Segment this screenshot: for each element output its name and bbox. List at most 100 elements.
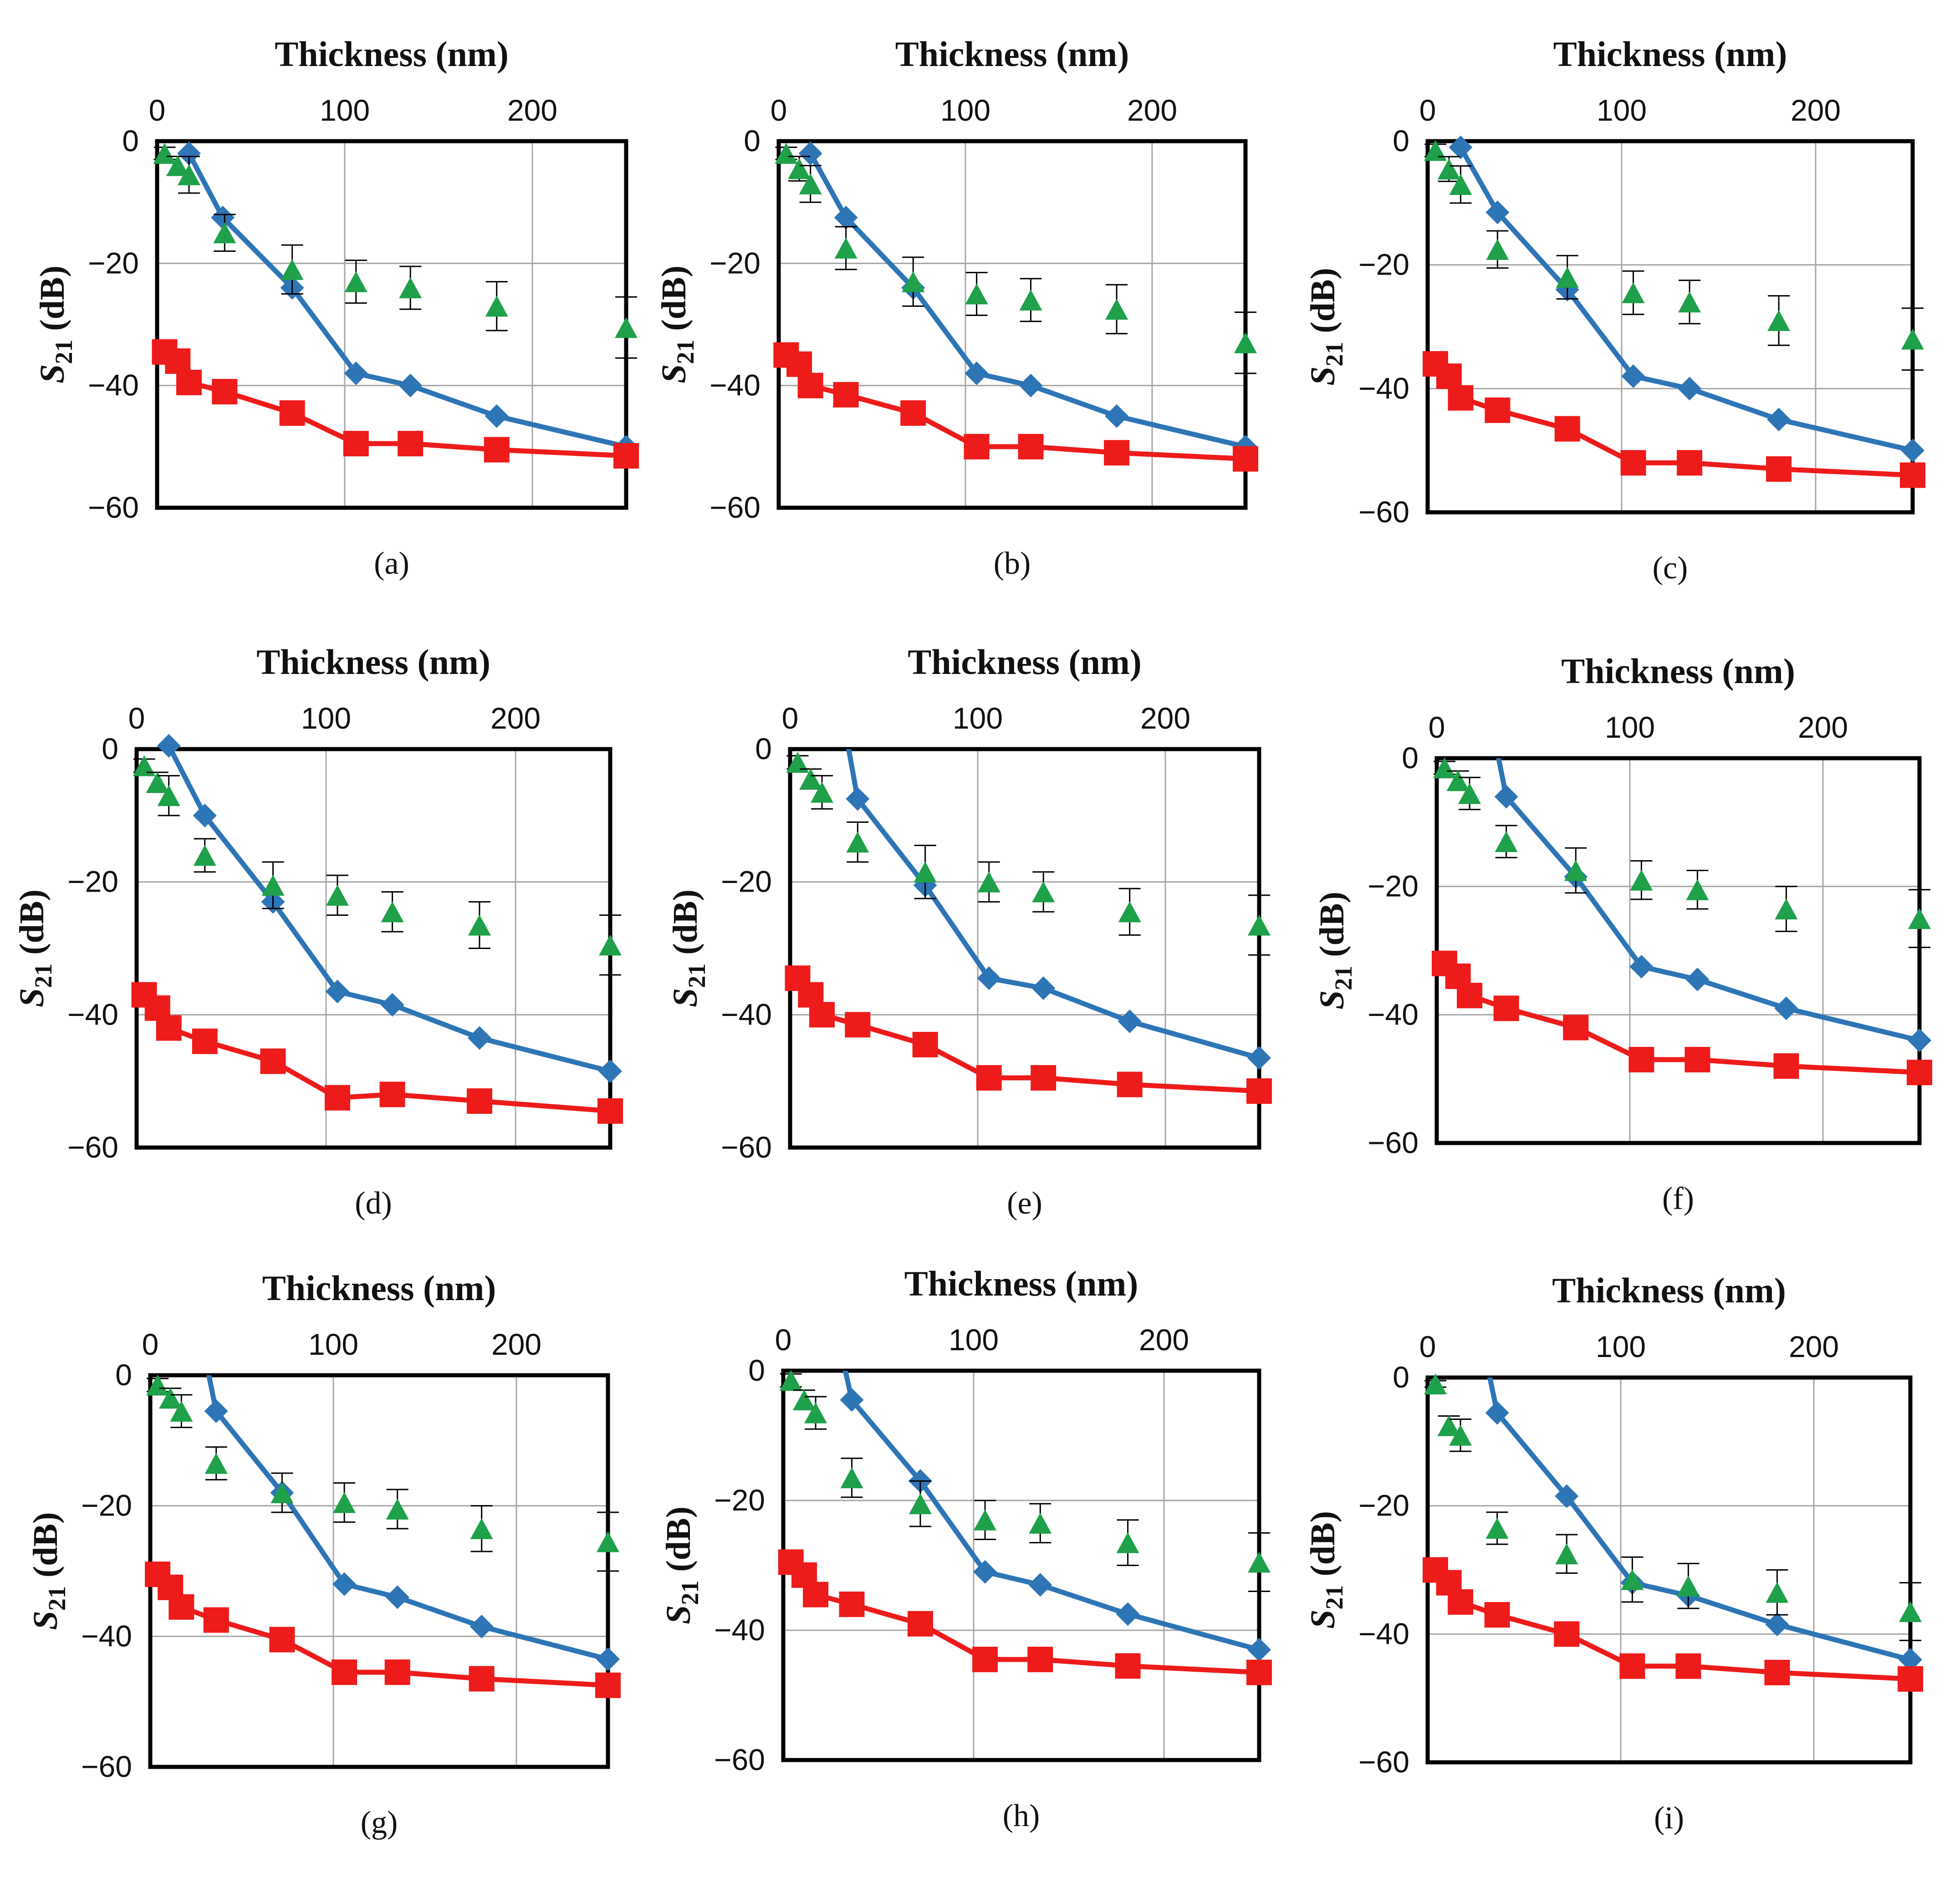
triangle-marker [1677, 1575, 1700, 1597]
diamond-marker [344, 361, 368, 385]
diamond-marker [193, 803, 217, 827]
plot-frame [1434, 756, 1922, 1145]
square-marker [1620, 450, 1646, 476]
square-marker [1898, 1666, 1923, 1692]
diamond-marker [1494, 785, 1518, 809]
x-tick-label: 100 [1596, 1330, 1646, 1363]
y-axis-title: S21 (dB) [1304, 268, 1348, 386]
triangle-marker [1248, 914, 1271, 936]
square-marker [1484, 1602, 1510, 1628]
triangle-marker [804, 1402, 827, 1424]
triangle-marker [846, 832, 869, 853]
square-marker [1766, 456, 1792, 482]
diamond-marker [1621, 364, 1645, 388]
y-tick-label: −60 [1358, 495, 1409, 529]
square-marker [1104, 440, 1130, 466]
square-marker [912, 1031, 938, 1057]
y-axis-title-unit: (dB) [1313, 892, 1351, 966]
square-marker [1677, 450, 1703, 476]
diamond-marker [1485, 1401, 1509, 1425]
triangle-marker [1485, 1517, 1509, 1539]
triangle-marker [615, 317, 638, 338]
y-tick-label: −20 [88, 246, 139, 280]
panel-caption: (b) [994, 546, 1031, 581]
triangle-marker [1019, 289, 1042, 311]
diamond-marker [798, 141, 822, 165]
y-tick-label: 0 [1393, 124, 1409, 158]
triangle-marker [1622, 282, 1645, 303]
triangle-marker [1564, 860, 1587, 881]
triangle-marker [1458, 783, 1481, 804]
triangle-marker [344, 271, 368, 292]
triangle-marker [1433, 757, 1456, 779]
triangle-marker [271, 1482, 294, 1503]
diamond-marker [1485, 200, 1510, 225]
square-marker [833, 382, 859, 408]
square-marker [379, 1082, 405, 1107]
square-marker [1246, 1659, 1272, 1685]
square-marker [384, 1659, 410, 1685]
triangle-marker [965, 283, 988, 305]
triangle-marker [381, 901, 404, 923]
y-tick-label: −20 [721, 865, 772, 898]
y-tick-label: 0 [102, 732, 118, 765]
diamond-marker [1765, 1613, 1789, 1637]
triangle-marker [153, 143, 176, 164]
diamond-marker [965, 361, 989, 385]
plot-frame [776, 139, 1248, 510]
triangle-marker [485, 296, 508, 317]
triangle-marker [1555, 1543, 1578, 1565]
square-marker [1448, 1589, 1474, 1615]
y-axis-title-subscript: 21 [1321, 1585, 1348, 1610]
square-marker [613, 443, 639, 469]
x-tick-label: 0 [782, 701, 799, 735]
diamond-marker [1629, 954, 1654, 979]
triangle-marker [213, 222, 236, 244]
y-axis-title-subscript: 21 [672, 340, 699, 364]
y-tick-label: −60 [67, 1130, 118, 1164]
diamond-marker [596, 1647, 620, 1671]
triangle-marker [204, 1453, 228, 1474]
triangle-marker [1449, 174, 1472, 195]
square-marker [1628, 1046, 1654, 1072]
y-tick-label: −40 [1358, 371, 1409, 405]
x-tick-label: 0 [149, 93, 166, 127]
square-marker [1031, 1065, 1057, 1091]
plot-frame [148, 1373, 610, 1769]
square-marker [343, 431, 369, 457]
y-tick-label: −20 [709, 246, 761, 280]
y-axis-title-subscript: 21 [1321, 342, 1348, 367]
triangle-marker [326, 884, 349, 906]
square-marker [1485, 397, 1511, 423]
square-marker [156, 1015, 182, 1041]
triangle-marker [775, 143, 798, 164]
triangle-marker [909, 1493, 932, 1515]
diamond-marker [385, 1585, 409, 1609]
triangle-marker [977, 871, 1000, 893]
triangle-marker [914, 861, 937, 883]
y-tick-label: 0 [115, 1358, 132, 1392]
y-axis-title-unit: (dB) [666, 889, 704, 964]
y-axis-title: S21 (dB) [655, 265, 699, 383]
y-tick-label: −20 [67, 865, 118, 898]
square-marker [484, 437, 510, 463]
panel-caption: (i) [1654, 1801, 1684, 1836]
triangle-marker [1424, 1373, 1447, 1395]
x-tick-label: 0 [128, 701, 145, 735]
triangle-marker [159, 1388, 182, 1409]
y-tick-label: −60 [721, 1130, 772, 1164]
square-marker [1117, 1072, 1143, 1097]
square-marker [1773, 1053, 1799, 1079]
y-tick-label: −20 [714, 1483, 765, 1517]
square-marker [1493, 995, 1519, 1021]
square-marker [324, 1085, 350, 1111]
diamond-marker [1449, 135, 1473, 159]
y-tick-label: −40 [88, 368, 139, 402]
square-marker [260, 1048, 286, 1074]
x-tick-label: 200 [1139, 1323, 1189, 1357]
triangle-marker [840, 1467, 863, 1489]
triangle-marker [1437, 1415, 1460, 1436]
y-tick-label: −40 [1368, 997, 1419, 1031]
